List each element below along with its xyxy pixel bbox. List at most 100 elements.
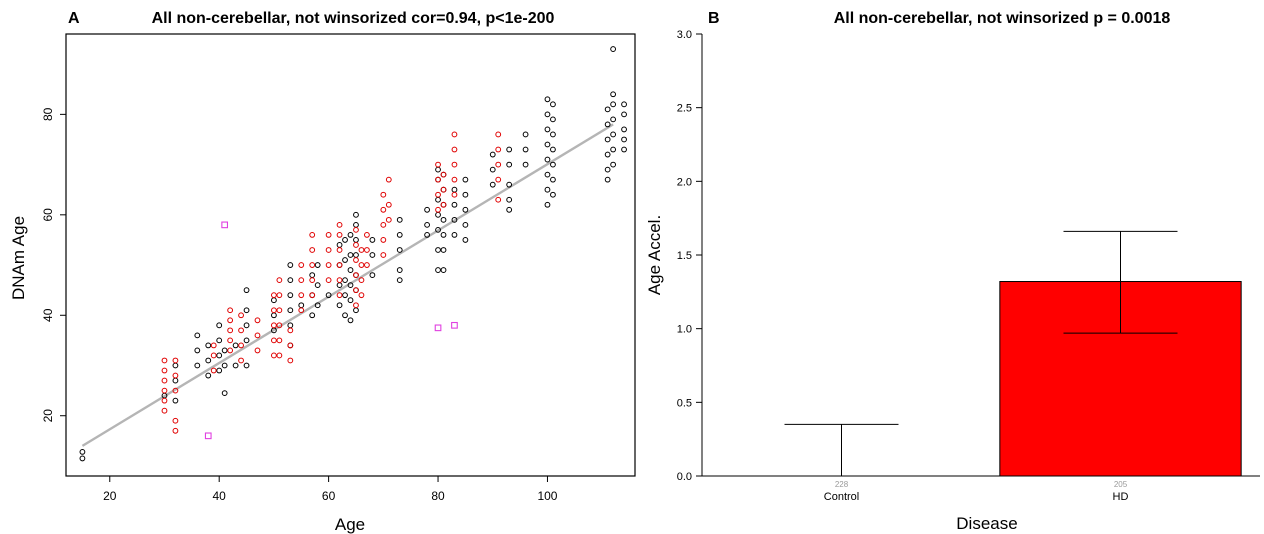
data-point-hd: [227, 307, 234, 314]
data-point-control: [544, 126, 551, 133]
data-point-control: [216, 367, 223, 374]
data-point-control: [621, 101, 627, 108]
data-point-hd: [364, 232, 370, 238]
data-point-control: [550, 116, 556, 123]
data-point-hd: [227, 337, 234, 344]
data-point-control: [194, 332, 201, 339]
data-point-control: [221, 390, 228, 397]
bar-y-tick-label: 2.0: [677, 176, 692, 188]
data-point-hd: [336, 277, 343, 284]
bar-y-tick-label: 2.5: [677, 103, 692, 115]
data-point-hd: [435, 191, 441, 198]
data-point-control: [287, 277, 294, 284]
data-point-hd: [271, 322, 277, 329]
data-point-hd: [353, 272, 359, 278]
bar-category-label: HD: [1113, 491, 1129, 503]
bar-category-label: Control: [824, 491, 859, 503]
data-point-control: [232, 342, 239, 349]
data-point-control: [353, 307, 359, 314]
data-point-control: [544, 186, 551, 193]
data-point-hd: [271, 292, 277, 299]
data-point-control: [610, 131, 617, 138]
data-point-control: [221, 362, 228, 369]
data-point-control: [172, 362, 179, 369]
data-point-control: [440, 247, 447, 253]
scatter-panel: A All non-cerebellar, not winsorized cor…: [9, 10, 636, 534]
data-point-control: [424, 206, 430, 213]
data-point-control: [347, 252, 354, 258]
data-point-control: [314, 262, 321, 268]
bar-y-tick-label: 0.5: [677, 397, 692, 409]
data-point-hd: [336, 262, 343, 268]
scatter-plot-frame: [65, 33, 636, 477]
data-point-control: [610, 46, 617, 52]
data-point-control: [314, 302, 321, 309]
data-point-hd: [380, 221, 387, 228]
bar-y-tick-label: 3.0: [677, 29, 692, 41]
data-point-control: [287, 322, 294, 329]
data-point-control: [621, 136, 627, 143]
data-point-hd: [287, 342, 294, 349]
scatter-y-tick-label: 80: [41, 107, 55, 121]
bar-y-axis-label: Age Accel.: [645, 215, 664, 295]
data-point-hd: [276, 307, 283, 314]
data-point-hd: [172, 427, 179, 434]
data-point-hd: [451, 191, 458, 198]
panel-a-label: A: [68, 10, 80, 27]
data-point-hd: [161, 387, 168, 394]
data-point-control: [451, 232, 458, 238]
data-point-control: [435, 211, 441, 218]
data-point-outlier: [434, 324, 442, 332]
bar-x-axis-label: Disease: [956, 514, 1017, 533]
data-point-hd: [271, 337, 277, 344]
data-point-hd: [495, 176, 502, 183]
data-point-control: [424, 232, 430, 238]
bar-chart: B All non-cerebellar, not winsorized p =…: [645, 10, 1260, 533]
scatter-y-tick-label: 40: [41, 308, 55, 322]
data-point-hd: [325, 232, 332, 238]
data-point-control: [621, 146, 627, 153]
data-point-control: [435, 166, 441, 173]
data-point-control: [232, 362, 239, 369]
data-point-control: [610, 116, 617, 123]
data-point-hd: [440, 201, 447, 208]
scatter-title: All non-cerebellar, not winsorized cor=0…: [152, 10, 555, 27]
data-point-control: [435, 247, 441, 253]
data-point-hd: [298, 292, 305, 299]
bar-panel: B All non-cerebellar, not winsorized p =…: [640, 0, 1264, 534]
data-point-hd: [271, 307, 277, 314]
data-point-control: [604, 176, 611, 183]
data-point-control: [424, 221, 430, 228]
data-point-hd: [172, 357, 179, 364]
data-point-hd: [495, 146, 502, 153]
data-point-hd: [380, 191, 387, 198]
data-point-control: [610, 161, 617, 168]
bar-y-tick-label: 0.0: [677, 471, 692, 483]
data-point-control: [243, 362, 250, 369]
data-point-hd: [495, 161, 502, 168]
data-point-control: [205, 372, 212, 379]
data-point-control: [172, 397, 179, 404]
data-point-hd: [276, 337, 283, 344]
data-point-control: [604, 151, 611, 158]
data-point-control: [216, 352, 223, 359]
data-point-control: [506, 161, 513, 168]
data-point-control: [440, 267, 447, 273]
data-point-hd: [161, 357, 168, 364]
data-point-hd: [325, 247, 332, 253]
data-point-hd: [336, 232, 343, 238]
data-point-hd: [364, 262, 370, 268]
data-point-hd: [325, 262, 332, 268]
data-point-hd: [309, 277, 316, 284]
data-point-control: [336, 302, 343, 309]
data-point-control: [353, 237, 359, 243]
data-point-hd: [435, 161, 441, 168]
data-point-control: [550, 161, 556, 168]
data-point-hd: [238, 312, 244, 319]
data-point-control: [451, 186, 458, 193]
data-point-control: [342, 277, 348, 284]
data-point-control: [347, 282, 354, 289]
data-point-control: [243, 287, 250, 294]
bar-count-label: 228: [835, 480, 849, 489]
data-point-hd: [254, 332, 261, 339]
